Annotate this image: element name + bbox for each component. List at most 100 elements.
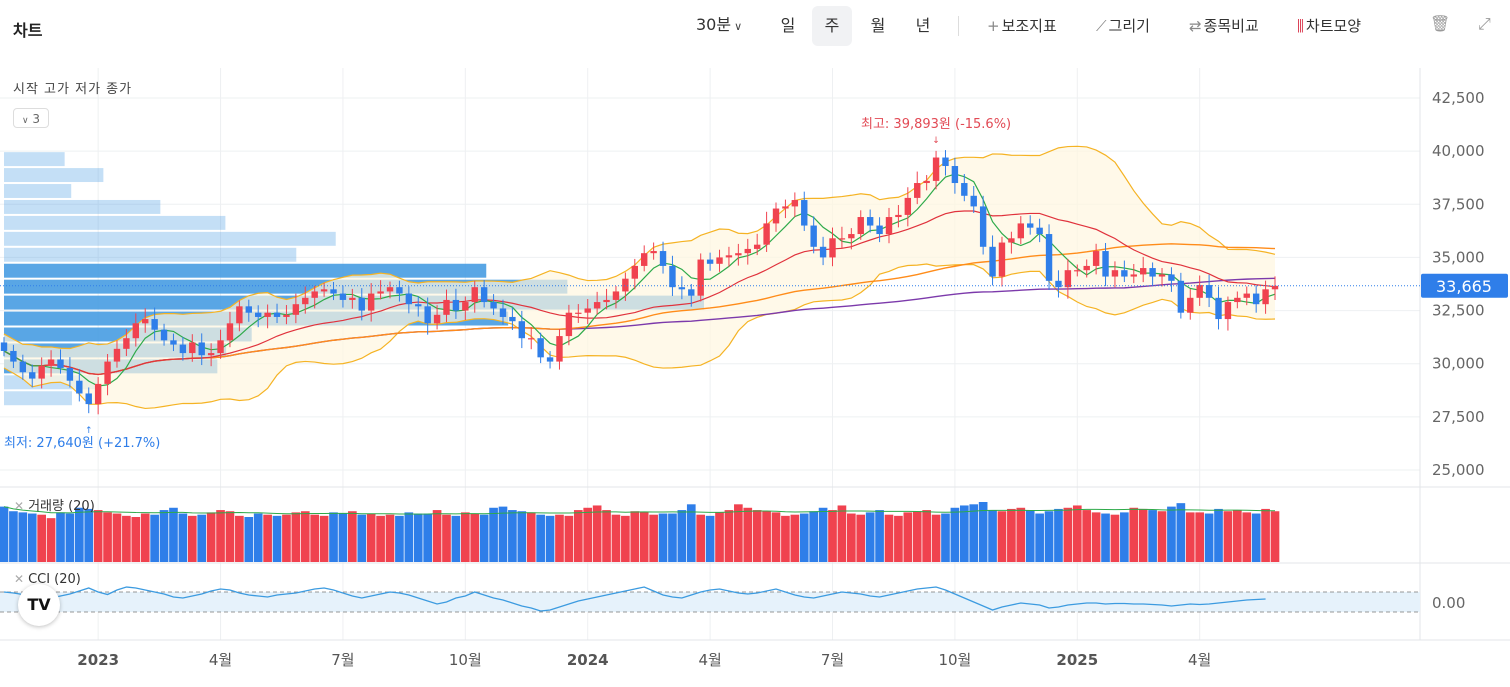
- candle-body: [923, 180, 930, 184]
- volume-bar: [216, 510, 225, 562]
- volume-bar: [583, 507, 593, 562]
- toolbar-divider: [958, 16, 959, 36]
- candle-body: [838, 238, 846, 240]
- candle-body: [311, 291, 318, 298]
- volume-bar: [432, 510, 442, 562]
- candle-body: [857, 217, 864, 235]
- candle-body: [320, 289, 328, 292]
- candle-body: [1055, 280, 1062, 288]
- volume-bar: [103, 512, 112, 562]
- volume-profile-bar: [4, 152, 65, 167]
- candle-body: [885, 217, 893, 235]
- volume-profile-bar: [4, 168, 104, 183]
- candle-body: [537, 338, 544, 358]
- time-tick-label: 10월: [449, 651, 482, 669]
- interval-label: 30분: [696, 15, 732, 34]
- grid-lines: [0, 68, 1510, 641]
- volume-bar: [715, 512, 724, 562]
- volume-bar: [413, 513, 423, 562]
- candle-body: [1027, 223, 1034, 228]
- chevron-down-icon: ∨: [21, 116, 29, 126]
- cci-legend-label: CCI (20): [28, 572, 81, 587]
- volume-bar: [536, 514, 545, 562]
- candle-body: [19, 361, 27, 373]
- volume-bar: [978, 502, 988, 562]
- volume-bar: [856, 514, 866, 562]
- ma-60-line: [3, 243, 1276, 376]
- volume-bar: [1242, 512, 1252, 562]
- candle-body: [829, 238, 836, 258]
- current-price-tag: [1421, 273, 1508, 298]
- candle-body: [1168, 274, 1175, 281]
- candle-body: [47, 359, 55, 366]
- period-week[interactable]: 주: [812, 6, 852, 46]
- candle-body: [603, 299, 610, 303]
- volume-bar: [0, 506, 9, 562]
- candle-body: [217, 340, 224, 354]
- draw-button[interactable]: ⟋ 그리기: [1096, 15, 1150, 36]
- candle-body: [1074, 270, 1081, 272]
- volume-bar: [809, 511, 819, 562]
- volume-bar: [1138, 508, 1148, 562]
- price-tick-label: 27,500: [1432, 408, 1485, 426]
- candle-body: [1139, 268, 1147, 275]
- legend-collapse-button[interactable]: ∨ 3: [13, 108, 49, 128]
- close-icon[interactable]: ✕: [14, 499, 25, 513]
- candle-body: [753, 244, 761, 249]
- high-marker-icon: ↓: [932, 136, 940, 146]
- close-icon[interactable]: ✕: [14, 572, 25, 586]
- volume-bar: [300, 511, 310, 562]
- chart-toolbar: 차트 30분 ∨ 일 주 월 년 + 보조지표 ⟋ 그리기 ⇄ 종목비교 ⫼ 차트모양 🗑…: [0, 0, 1510, 52]
- interval-dropdown[interactable]: 30분 ∨: [696, 14, 742, 38]
- price-tick-label: 30,000: [1432, 355, 1485, 373]
- volume-bar: [1261, 508, 1270, 562]
- candle-body: [179, 344, 187, 354]
- chart-style-label: 차트모양: [1305, 17, 1362, 35]
- trash-icon[interactable]: 🗑: [1430, 14, 1451, 33]
- time-tick-label: 4월: [698, 651, 721, 669]
- candle-body: [1252, 293, 1260, 305]
- volume-bar: [621, 515, 630, 562]
- volume-bar: [131, 517, 141, 562]
- compare-button[interactable]: ⇄ 종목비교: [1189, 15, 1259, 36]
- candle-body: [302, 297, 309, 305]
- candle-body: [725, 255, 733, 258]
- volume-bar: [112, 513, 122, 562]
- volume-bar: [1054, 508, 1063, 562]
- ma-5-line: [3, 173, 1276, 387]
- candle-body: [998, 242, 1006, 277]
- candle-body: [1017, 223, 1025, 239]
- time-tick-label: 2023: [77, 651, 119, 669]
- volume-bar: [639, 512, 649, 562]
- period-day[interactable]: 일: [780, 16, 796, 35]
- candle-body: [386, 287, 394, 292]
- volume-profile-bar: [4, 391, 72, 406]
- candle-body: [1121, 270, 1128, 277]
- expand-icon[interactable]: ⤢: [1478, 14, 1491, 33]
- candle-body: [490, 302, 497, 309]
- cci-band: [0, 592, 1420, 612]
- candle-body: [424, 306, 431, 324]
- volume-bar: [46, 518, 56, 562]
- axes: 42,500 40,000 37,500 35,000 32,500 30,000 27,5…: [77, 89, 1508, 669]
- period-year[interactable]: 년: [915, 16, 931, 35]
- volume-bar: [122, 515, 131, 562]
- candle-body: [866, 217, 874, 226]
- volume-bar: [1091, 512, 1101, 562]
- candle-body: [471, 287, 478, 303]
- volume-bar: [74, 507, 84, 562]
- indicator-button[interactable]: + 보조지표: [987, 15, 1057, 36]
- candle-body: [236, 306, 243, 324]
- candlesticks: [0, 150, 1279, 415]
- volume-bar: [922, 510, 931, 562]
- candle-body: [810, 225, 817, 247]
- volume-bar: [743, 507, 753, 562]
- period-month[interactable]: 월: [870, 16, 886, 35]
- candle-body: [1083, 265, 1090, 271]
- volume-bar: [244, 517, 254, 562]
- chart-style-button[interactable]: ⫼ 차트모양: [1297, 15, 1361, 36]
- volume-bar: [253, 513, 263, 562]
- volume-bar: [959, 505, 969, 562]
- candle-body: [951, 166, 959, 184]
